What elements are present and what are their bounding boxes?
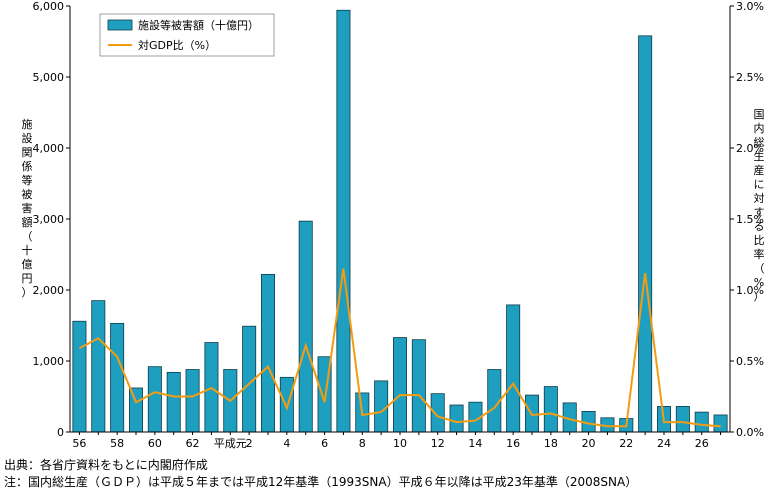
y-left-label: 施設関係等被害額（十億円） xyxy=(21,118,33,299)
bar xyxy=(638,35,653,433)
bar xyxy=(298,220,313,433)
bar xyxy=(713,414,728,433)
y-right-tick-label: 2.5% xyxy=(736,71,764,84)
x-tick-label: 26 xyxy=(695,437,709,450)
y-left-tick-label: 4,000 xyxy=(33,142,65,155)
x-tick-label: 62 xyxy=(186,437,200,450)
bar xyxy=(506,304,521,433)
x-tick-label: 22 xyxy=(619,437,633,450)
legend: 施設等被害額（十億円） 対GDP比（%） xyxy=(99,13,275,57)
x-tick-label: 20 xyxy=(582,437,596,450)
axes: 0 1,000 2,000 3,000 4,000 5,000 6,000 0.0% 0.5% 1… xyxy=(33,0,764,450)
x-tick-label: 平成元 xyxy=(214,437,247,450)
source-note: 出典：各省庁資料をもとに内閣府作成 xyxy=(4,458,208,472)
x-tick-label: 6 xyxy=(321,437,328,450)
x-tick-label: 60 xyxy=(148,437,162,450)
legend-bar-label: 施設等被害額（十億円） xyxy=(138,18,259,32)
bar xyxy=(543,386,558,433)
y-right-tick-label: 1.0% xyxy=(736,284,764,297)
bar xyxy=(411,339,426,433)
bar xyxy=(147,366,162,433)
x-tick-label: 14 xyxy=(468,437,482,450)
x-tick-label: 24 xyxy=(657,437,671,450)
x-tick-label: 58 xyxy=(110,437,124,450)
y-right-tick-label: 3.0% xyxy=(736,0,764,13)
x-tick-label: 18 xyxy=(544,437,558,450)
x-tick-label: 10 xyxy=(393,437,407,450)
y-right-tick-label: 1.5% xyxy=(736,213,764,226)
bars xyxy=(72,9,728,433)
bar xyxy=(260,273,275,433)
y-left-tick-label: 2,000 xyxy=(33,284,65,297)
bar xyxy=(430,393,445,433)
y-left-tick-label: 1,000 xyxy=(33,355,65,368)
x-tick-label: 8 xyxy=(359,437,366,450)
bar xyxy=(91,300,106,433)
y-left-tick-label: 3,000 xyxy=(33,213,65,226)
legend-line-label: 対GDP比（%） xyxy=(138,38,216,52)
bar xyxy=(694,411,709,433)
y-left-tick-label: 6,000 xyxy=(33,0,65,13)
legend-bar-swatch xyxy=(107,19,133,31)
basis-note: 注：国内総生産（ＧＤＰ）は平成５年までは平成12年基準（1993SNA）平成６年… xyxy=(4,475,638,489)
x-tick-label: 2 xyxy=(246,437,253,450)
bar xyxy=(374,380,389,433)
y-right-tick-label: 0.0% xyxy=(736,426,764,439)
bar xyxy=(166,371,181,433)
y-right-tick-label: 2.0% xyxy=(736,142,764,155)
bar xyxy=(110,322,125,433)
bar xyxy=(675,406,690,433)
x-tick-label: 12 xyxy=(431,437,445,450)
bar xyxy=(72,320,87,433)
gdp-ratio-line xyxy=(78,268,721,428)
y-right-tick-label: 0.5% xyxy=(736,355,764,368)
bar xyxy=(336,9,351,433)
bar xyxy=(128,387,143,433)
x-tick-label: 56 xyxy=(72,437,86,450)
bar xyxy=(185,369,200,433)
bar xyxy=(392,337,407,433)
x-tick-label: 4 xyxy=(283,437,290,450)
x-tick-label: 16 xyxy=(506,437,520,450)
y-left-tick-label: 0 xyxy=(57,426,64,439)
bar xyxy=(449,404,464,433)
y-left-tick-label: 5,000 xyxy=(33,71,65,84)
y-right-label: 国内総生産に対する比率（%） xyxy=(753,108,765,303)
